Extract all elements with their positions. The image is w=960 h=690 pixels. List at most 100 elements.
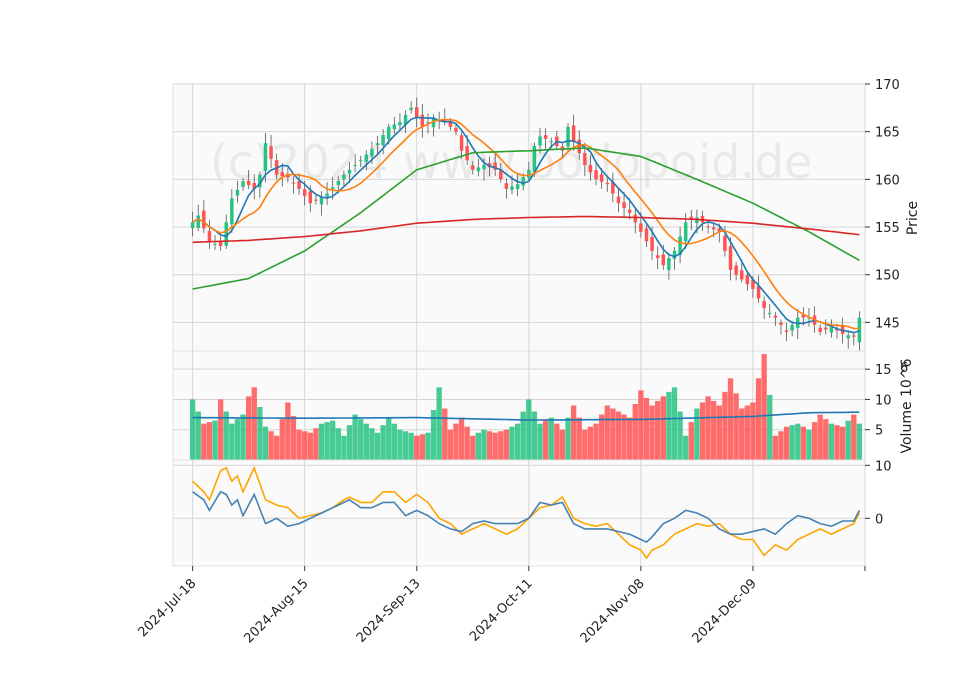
volume-bar	[655, 400, 661, 460]
oscillator-y-ticks: 0 10	[865, 459, 892, 527]
volume-bar	[514, 423, 521, 460]
volume-bar	[727, 378, 734, 460]
candle-body	[583, 152, 587, 166]
volume-bar	[761, 354, 767, 460]
candle-body	[403, 114, 408, 125]
watermark: (c)2024 www.bodopoid.de	[210, 135, 812, 189]
candle-body	[409, 107, 413, 110]
candle-body	[364, 154, 369, 162]
volume-bar	[828, 423, 835, 460]
candle-body	[308, 191, 313, 204]
volume-bar	[520, 411, 526, 460]
candle-body	[443, 119, 447, 123]
candle-body	[190, 222, 195, 228]
candle-body	[224, 222, 228, 246]
volume-bar	[649, 405, 655, 460]
candle-body	[650, 237, 654, 251]
line-oscillator-slow	[192, 490, 861, 544]
candle-body	[336, 180, 341, 186]
volume-bar	[358, 419, 364, 460]
candle-body	[768, 312, 772, 314]
volume-bar	[257, 407, 263, 460]
volume-bar	[318, 423, 325, 460]
volume-bar	[313, 428, 319, 460]
candle-body	[482, 165, 486, 170]
candle-body	[566, 126, 570, 147]
volume-bar	[408, 432, 414, 460]
candle-body	[639, 223, 643, 232]
candle-body	[246, 180, 251, 186]
volume-bar	[582, 429, 588, 460]
price-tick-label: 150	[875, 269, 900, 284]
volume-bar	[789, 425, 795, 460]
candle-body	[218, 241, 223, 247]
volume-bar	[380, 425, 386, 460]
volume-bar	[615, 411, 622, 460]
candle-body	[398, 122, 402, 126]
candle-body	[689, 216, 694, 220]
volume-bar	[262, 426, 269, 460]
volume-bar	[817, 414, 823, 460]
candle-body	[258, 174, 262, 188]
candle-body	[415, 107, 419, 118]
volume-bar	[778, 431, 784, 460]
volume-bar	[509, 426, 515, 460]
volume-bar	[643, 397, 650, 460]
volume-bar	[531, 411, 538, 460]
volume-bar	[363, 423, 369, 460]
volume-bar	[744, 405, 750, 460]
candle-body	[521, 176, 525, 186]
candle-body	[829, 327, 834, 333]
candle-body	[347, 169, 352, 174]
line-sma-50	[192, 147, 860, 290]
candle-body	[386, 126, 391, 139]
volume-bar	[234, 419, 241, 460]
candle-body	[358, 160, 363, 162]
candle-body	[661, 254, 666, 266]
volume-bar	[722, 391, 728, 460]
candle-body	[252, 182, 256, 189]
volume-bar	[677, 411, 683, 460]
volume-panel: 5 10 15 6 Volume 10^6	[172, 350, 915, 461]
line-sma-10	[192, 118, 860, 330]
volume-bar	[587, 426, 594, 460]
volume-bar	[783, 426, 790, 460]
price-moving-averages	[192, 116, 860, 334]
volume-bar	[402, 431, 409, 460]
candle-body	[392, 124, 397, 130]
price-axis-title: Price	[905, 201, 921, 235]
candle-body	[790, 324, 794, 331]
candle-body	[291, 182, 296, 184]
volume-bar	[739, 408, 745, 460]
candle-body	[302, 189, 307, 197]
candle-body	[784, 330, 789, 332]
volume-bar	[195, 411, 201, 460]
volume-bar	[430, 410, 437, 460]
candle-body	[605, 182, 609, 185]
candle-body	[633, 214, 638, 223]
volume-bar	[638, 390, 644, 460]
candle-body	[454, 127, 458, 132]
candle-body	[527, 169, 531, 178]
candle-body	[330, 187, 335, 189]
volume-bar	[240, 414, 246, 460]
candle-body	[213, 243, 217, 245]
volume-bar	[330, 420, 336, 460]
candle-body	[683, 222, 688, 242]
candle-body	[762, 301, 766, 309]
volume-bar	[554, 423, 560, 460]
volume-bar	[823, 419, 829, 460]
volume-bar	[352, 414, 358, 460]
volume-bar	[593, 423, 599, 460]
candle-body	[756, 286, 761, 299]
volume-ma-line	[192, 411, 860, 421]
candle-body	[706, 226, 710, 228]
candle-body	[420, 114, 425, 127]
volume-bar	[302, 431, 308, 460]
volume-bar	[206, 422, 213, 460]
volume-bar	[335, 428, 341, 460]
candle-body	[728, 246, 733, 270]
candle-body	[314, 199, 318, 201]
candle-body	[241, 181, 245, 187]
